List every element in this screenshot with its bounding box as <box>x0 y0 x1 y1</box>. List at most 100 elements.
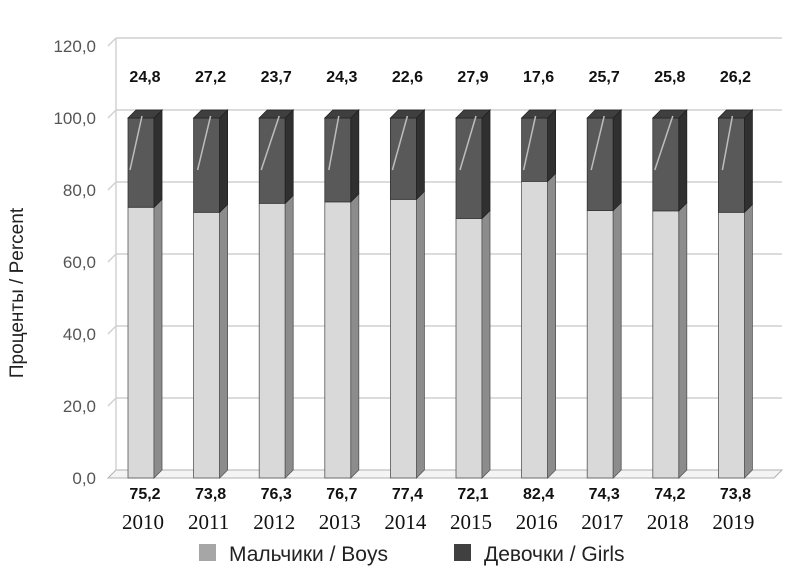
bar-girls-top <box>323 109 360 119</box>
bar-girls-top <box>455 109 491 119</box>
bar-girls-top <box>127 109 163 119</box>
bar-boys-front <box>258 202 286 479</box>
bar-boys-side <box>219 203 229 479</box>
gridline-depth <box>107 181 117 191</box>
bar-group <box>651 109 688 479</box>
data-label-boys: 82,4 <box>523 486 554 503</box>
gridline-depth <box>107 253 117 263</box>
label-leader-line <box>522 115 537 171</box>
bar-boys-front <box>455 218 483 479</box>
legend-label-boys: Мальчики / Boys <box>229 543 388 566</box>
bar-girls-top <box>258 109 295 119</box>
data-label-boys: 74,3 <box>589 486 620 503</box>
bar-girls-side <box>547 109 556 183</box>
data-label-boys: 74,2 <box>654 486 685 503</box>
legend-swatch-boys <box>199 544 216 561</box>
bar-boys-side <box>744 203 753 479</box>
x-tick-label: 2015 <box>450 510 492 534</box>
bar-group <box>455 109 491 479</box>
bar-group <box>389 109 426 479</box>
bar-girls-side <box>153 109 163 209</box>
bar-boys-side <box>547 172 556 479</box>
bar-boys-front <box>193 211 221 479</box>
data-label-girls: 24,3 <box>326 69 357 86</box>
x-tick-label: 2013 <box>319 510 361 534</box>
bar-girls-front <box>127 117 155 208</box>
bar-boys-side <box>284 194 294 479</box>
y-tick-label: 120,0 <box>53 37 96 56</box>
bar-girls-front <box>521 117 548 182</box>
bar-girls-side <box>219 109 229 214</box>
y-axis-title: Проценты / Percent <box>7 207 28 378</box>
label-leader-line <box>391 115 409 171</box>
bar-girls-side <box>612 109 622 212</box>
bar-boys-front <box>718 211 745 479</box>
label-leader-line <box>654 115 674 171</box>
bar-girls-side <box>350 109 360 203</box>
bar-girls-front <box>324 117 352 203</box>
bar-girls-front <box>258 117 286 204</box>
bar-girls-side <box>678 109 688 212</box>
bar-group <box>717 109 754 479</box>
labels-layer: 24,8 75,2 2010 27,2 73,8 2011 23,7 76,3 2012 24,3… <box>122 69 754 534</box>
label-leader-line <box>459 115 477 171</box>
y-tick-label: 0,0 <box>72 469 96 488</box>
gridline-depth <box>107 325 117 335</box>
data-label-boys: 77,4 <box>392 486 423 503</box>
data-label-boys: 72,1 <box>457 486 488 503</box>
bar-boys-side <box>612 201 622 479</box>
bar-boys-front <box>389 198 417 479</box>
x-tick-label: 2018 <box>647 510 689 534</box>
gridline-depth <box>107 109 117 119</box>
x-tick-label: 2010 <box>122 510 164 534</box>
bar-group <box>520 109 557 479</box>
label-leader-line <box>328 115 340 171</box>
bar-girls-top <box>389 109 426 119</box>
bar-girls-side <box>481 109 491 220</box>
x-tick-label: 2016 <box>516 510 558 534</box>
bar-boys-side <box>481 209 491 479</box>
legend-swatch-girls <box>454 544 471 561</box>
data-label-girls: 26,2 <box>720 69 751 86</box>
bar-girls-side <box>744 109 753 214</box>
bar-girls-top <box>192 109 229 119</box>
gridline-depth <box>107 397 117 407</box>
data-label-girls: 17,6 <box>523 69 554 86</box>
data-label-girls: 22,6 <box>392 69 423 86</box>
label-leader-line <box>721 115 734 171</box>
legend-label-girls: Девочки / Girls <box>484 543 625 566</box>
data-label-boys: 76,7 <box>326 486 357 503</box>
bar-group <box>127 109 163 479</box>
gridline-depth <box>107 37 117 47</box>
data-label-girls: 23,7 <box>261 69 292 86</box>
bar-boys-front <box>324 201 352 479</box>
bar-girls-front <box>718 117 745 213</box>
y-tick-label: 80,0 <box>63 181 96 200</box>
x-tick-label: 2012 <box>253 510 295 534</box>
data-label-boys: 73,8 <box>720 486 751 503</box>
data-label-boys: 75,2 <box>129 486 160 503</box>
bar-group <box>258 109 295 479</box>
bar-boys-front <box>521 180 548 479</box>
label-leader-line <box>590 115 605 171</box>
bar-girls-side <box>415 109 425 201</box>
bar-girls-top <box>651 109 688 119</box>
y-tick-label: 20,0 <box>63 397 96 416</box>
x-tick-label: 2014 <box>384 510 427 534</box>
bar-girls-top <box>717 109 754 119</box>
bar-boys-side <box>678 201 688 479</box>
bars-layer <box>127 109 754 479</box>
x-tick-label: 2019 <box>712 510 754 534</box>
y-tick-label: 40,0 <box>63 325 96 344</box>
bar-boys-front <box>652 210 680 479</box>
bar-girls-side <box>284 109 294 205</box>
data-label-boys: 73,8 <box>195 486 226 503</box>
legend: Мальчики / Boys Девочки / Girls <box>199 543 625 566</box>
bar-group <box>323 109 360 479</box>
data-label-girls: 27,9 <box>457 69 488 86</box>
bar-group <box>586 109 623 479</box>
bar-boys-side <box>153 198 163 479</box>
data-label-girls: 25,8 <box>654 69 685 86</box>
bar-boys-side <box>415 190 425 479</box>
